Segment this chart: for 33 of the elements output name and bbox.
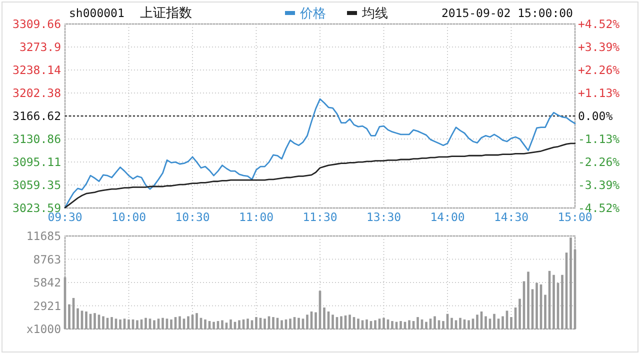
- chart-subtitle: sh000001: [69, 6, 124, 20]
- y2-tick-label: -2.26%: [578, 155, 620, 170]
- y2-tick-label: -3.39%: [578, 178, 620, 192]
- y2-tick-label: +1.13%: [578, 86, 620, 100]
- y-tick-label: 2921: [33, 298, 62, 313]
- y-tick-label: 8763: [33, 252, 62, 266]
- y-tick-label: 3166.62: [12, 109, 61, 124]
- y2-tick-label: -1.13%: [578, 132, 620, 146]
- x-tick-label: 11:00: [238, 210, 274, 224]
- y-tick-label: 3059.35: [12, 178, 61, 192]
- y-tick-label: 11685: [26, 229, 61, 244]
- y-tick-label: 3130.86: [12, 132, 62, 146]
- x-tick-label: 10:30: [175, 210, 210, 224]
- x-tick-label: 11:30: [302, 210, 338, 224]
- y-tick-label: 3238.14: [12, 63, 62, 78]
- y-tick-label: 5842: [33, 276, 61, 290]
- chart-title: 上证指数: [140, 6, 192, 21]
- legend-label: 均线: [361, 6, 388, 22]
- x-tick-label: 13:30: [366, 210, 402, 224]
- x-tick-label: 14:30: [494, 210, 529, 224]
- y-tick-label: 3309.66: [12, 17, 62, 32]
- y2-tick-label: +2.26%: [578, 63, 620, 78]
- x-tick-label: 10:00: [111, 210, 146, 224]
- y-tick-label: 3273.9: [19, 40, 62, 54]
- y2-tick-label: +3.39%: [578, 40, 620, 54]
- y-tick-label: x1000: [26, 322, 62, 336]
- y-tick-label: 3202.38: [12, 86, 62, 100]
- text: 2015-09-02 15:00:00: [441, 6, 574, 20]
- y2-tick-label: 0.00%: [578, 109, 613, 124]
- x-tick-label: 14:00: [430, 210, 465, 224]
- y2-tick-label: +4.52%: [578, 17, 620, 32]
- legend-label: 价格: [299, 6, 326, 22]
- y-tick-label: 3095.11: [12, 155, 62, 170]
